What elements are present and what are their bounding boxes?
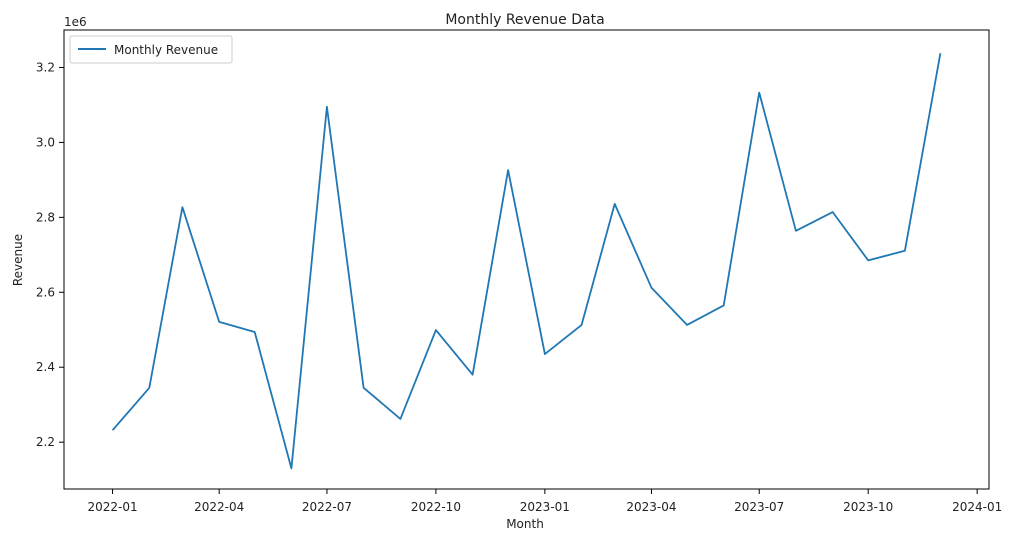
y-tick-label: 2.4 — [36, 360, 55, 374]
x-tick-label: 2023-04 — [626, 500, 676, 514]
y-axis-offset-label: 1e6 — [64, 15, 87, 29]
y-axis: 2.2 2.4 2.6 2.8 3.0 3.2 — [36, 60, 64, 449]
chart-title: Monthly Revenue Data — [445, 12, 604, 28]
y-tick-label: 3.2 — [36, 60, 55, 74]
x-axis-label: Month — [506, 517, 544, 531]
x-tick-label: 2022-04 — [194, 500, 244, 514]
y-tick-label: 2.6 — [36, 285, 55, 299]
x-axis: 2022-01 2022-04 2022-07 2022-10 2023-01 2023-… — [87, 489, 1002, 514]
x-tick-label: 2024-01 — [952, 500, 1002, 514]
y-tick-label: 2.8 — [36, 210, 55, 224]
x-tick-label: 2023-10 — [843, 500, 893, 514]
plot-area — [63, 29, 990, 490]
y-tick-label: 2.2 — [36, 435, 55, 449]
x-tick-label: 2023-01 — [520, 500, 570, 514]
y-tick-label: 3.0 — [36, 135, 55, 149]
x-tick-label: 2023-07 — [734, 500, 784, 514]
x-tick-label: 2022-07 — [302, 500, 352, 514]
y-axis-label: Revenue — [11, 234, 25, 286]
legend-box — [69, 35, 233, 64]
x-tick-label: 2022-01 — [87, 500, 137, 514]
legend-label: Monthly Revenue — [114, 43, 218, 57]
x-tick-label: 2022-10 — [411, 500, 461, 514]
series-line-monthly-revenue — [111, 53, 942, 470]
legend: Monthly Revenue — [69, 35, 233, 64]
